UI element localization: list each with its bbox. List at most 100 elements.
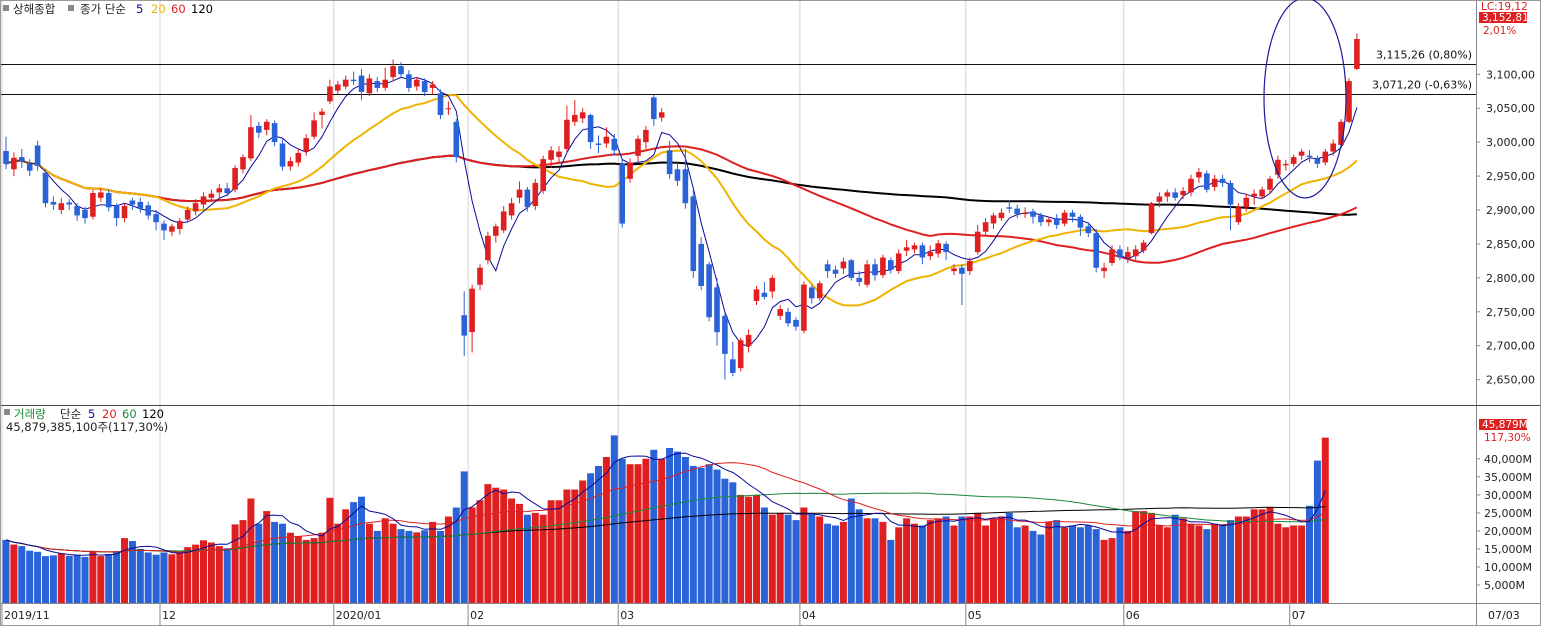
candle-body[interactable] <box>864 264 870 285</box>
candle-body[interactable] <box>1283 163 1289 166</box>
candle-body[interactable] <box>730 359 736 373</box>
candle-body[interactable] <box>714 287 720 333</box>
candle-body[interactable] <box>240 157 246 170</box>
candle-body[interactable] <box>224 188 230 194</box>
candle-body[interactable] <box>358 75 365 92</box>
candle-body[interactable] <box>872 264 878 276</box>
candle-body[interactable] <box>690 196 697 271</box>
candle-body[interactable] <box>1196 172 1202 178</box>
candle-body[interactable] <box>1077 216 1084 228</box>
candle-body[interactable] <box>477 267 483 285</box>
candle-body[interactable] <box>319 111 325 115</box>
candle-body[interactable] <box>461 315 467 336</box>
candle-body[interactable] <box>137 201 144 209</box>
candle-body[interactable] <box>1093 233 1099 268</box>
candle-body[interactable] <box>42 172 49 204</box>
candle-body[interactable] <box>11 157 17 170</box>
candle-body[interactable] <box>1306 155 1313 158</box>
candle-body[interactable] <box>1101 267 1107 272</box>
candle-body[interactable] <box>903 247 910 251</box>
candle-body[interactable] <box>3 151 9 164</box>
candle-body[interactable] <box>998 212 1005 219</box>
candle-body[interactable] <box>366 78 373 94</box>
candle-body[interactable] <box>1235 207 1242 223</box>
candle-body[interactable] <box>129 200 136 205</box>
candle-body[interactable] <box>58 203 65 210</box>
candle-body[interactable] <box>500 211 507 231</box>
candle-body[interactable] <box>335 84 341 91</box>
candle-body[interactable] <box>1132 249 1139 257</box>
candle-body[interactable] <box>311 120 317 137</box>
candle-body[interactable] <box>967 260 973 272</box>
candle-body[interactable] <box>437 93 444 115</box>
candle-body[interactable] <box>516 189 523 198</box>
candle-body[interactable] <box>82 210 88 219</box>
candle-body[interactable] <box>295 153 302 163</box>
candle-body[interactable] <box>564 119 570 149</box>
candle-body[interactable] <box>508 203 515 216</box>
candle-body[interactable] <box>1354 39 1360 69</box>
candle-body[interactable] <box>666 150 673 175</box>
candle-body[interactable] <box>627 162 633 179</box>
candle-body[interactable] <box>1338 121 1344 145</box>
candle-body[interactable] <box>248 127 254 159</box>
candle-body[interactable] <box>524 189 531 208</box>
candle-body[interactable] <box>880 257 886 276</box>
candle-body[interactable] <box>232 167 238 190</box>
candle-body[interactable] <box>1275 159 1281 175</box>
candle-body[interactable] <box>1022 212 1028 215</box>
candle-body[interactable] <box>208 193 215 198</box>
candle-body[interactable] <box>927 252 934 257</box>
candle-body[interactable] <box>611 138 618 151</box>
candle-body[interactable] <box>911 245 918 250</box>
candle-body[interactable] <box>1061 212 1068 224</box>
candle-body[interactable] <box>619 163 625 224</box>
candle-body[interactable] <box>1251 193 1257 197</box>
candle-body[interactable] <box>840 261 847 269</box>
candle-body[interactable] <box>722 315 728 354</box>
candle-body[interactable] <box>959 267 965 274</box>
candle-body[interactable] <box>271 123 278 143</box>
candle-body[interactable] <box>161 223 167 231</box>
candle-body[interactable] <box>113 205 120 219</box>
candle-body[interactable] <box>279 143 286 167</box>
candle-body[interactable] <box>824 264 831 272</box>
candle-body[interactable] <box>1053 218 1060 225</box>
candle-body[interactable] <box>1038 215 1044 223</box>
candle-body[interactable] <box>390 66 396 77</box>
candle-body[interactable] <box>1227 182 1234 205</box>
candle-body[interactable] <box>540 159 546 191</box>
candle-body[interactable] <box>643 129 649 143</box>
candle-body[interactable] <box>777 309 783 316</box>
candle-body[interactable] <box>674 169 681 181</box>
candle-body[interactable] <box>793 319 799 327</box>
candle-body[interactable] <box>587 115 594 143</box>
candle-body[interactable] <box>761 292 768 297</box>
candle-body[interactable] <box>848 260 855 278</box>
candle-body[interactable] <box>801 284 807 331</box>
candle-body[interactable] <box>1330 143 1336 152</box>
candle-body[interactable] <box>1180 191 1186 196</box>
candle-body[interactable] <box>943 243 949 252</box>
candle-body[interactable] <box>785 311 791 324</box>
candle-body[interactable] <box>453 121 460 158</box>
volume-legend[interactable]: 거래량 단순 5 20 60 120 45,879,385,100주(117,3… <box>4 407 168 434</box>
candle-body[interactable] <box>706 264 712 318</box>
candle-body[interactable] <box>919 245 926 258</box>
candle-body[interactable] <box>982 222 989 232</box>
candle-body[interactable] <box>1290 157 1297 164</box>
candle-body[interactable] <box>698 243 704 286</box>
candle-body[interactable] <box>809 287 815 299</box>
candle-body[interactable] <box>745 334 752 346</box>
candle-body[interactable] <box>485 235 491 261</box>
candle-body[interactable] <box>1109 249 1115 263</box>
candle-body[interactable] <box>556 151 562 157</box>
candle-body[interactable] <box>737 340 744 369</box>
candle-body[interactable] <box>169 226 175 232</box>
candle-body[interactable] <box>287 161 294 167</box>
candle-body[interactable] <box>216 188 223 193</box>
candle-body[interactable] <box>105 193 112 208</box>
candle-body[interactable] <box>382 79 388 88</box>
price-legend[interactable]: 상해종합 종가 단순 5 20 60 120 <box>3 2 213 16</box>
